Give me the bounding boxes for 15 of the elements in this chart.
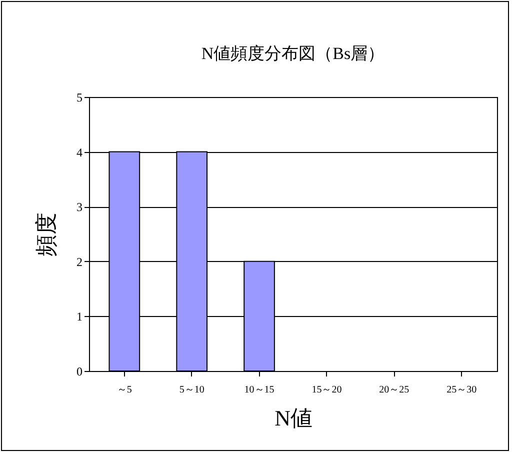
y-tick-label: 0 xyxy=(76,364,82,378)
x-axis-title: N値 xyxy=(274,406,312,430)
y-tick-label: 3 xyxy=(76,200,82,214)
x-tick-label: 15～20 xyxy=(312,384,342,396)
x-tick-label: ～5 xyxy=(116,384,132,396)
y-tick-label: 1 xyxy=(76,310,82,324)
x-tick-label: 5～10 xyxy=(179,384,204,396)
y-tick-label: 4 xyxy=(76,145,82,160)
chart-title: N値頻度分布図（Bs層） xyxy=(201,44,385,63)
y-tick-label: 2 xyxy=(76,254,82,269)
y-axis-title: 頻度 xyxy=(34,212,58,256)
y-tick-label: 5 xyxy=(76,90,82,104)
x-tick-label: 25～30 xyxy=(446,384,477,396)
x-tick-label: 20～25 xyxy=(379,384,410,396)
x-tick-label: 10～15 xyxy=(244,384,274,396)
